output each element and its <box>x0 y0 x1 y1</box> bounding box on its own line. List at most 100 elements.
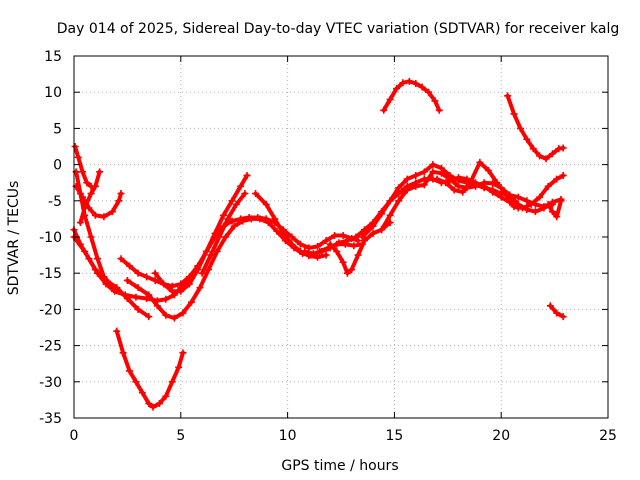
series-trace <box>435 160 566 211</box>
data-point <box>305 244 313 252</box>
data-point <box>418 83 426 91</box>
data-point <box>322 251 330 259</box>
data-point <box>228 217 236 225</box>
data-point <box>523 197 531 205</box>
data-point <box>237 215 245 223</box>
data-point <box>241 190 249 198</box>
data-point <box>369 222 377 230</box>
y-axis-label: SDTVAR / TECUs <box>6 181 22 296</box>
data-point <box>531 208 539 216</box>
data-point <box>81 204 89 212</box>
series-arc-15 <box>358 161 556 241</box>
data-point <box>352 233 360 241</box>
data-point <box>548 150 556 158</box>
data-point <box>179 309 187 317</box>
data-point <box>405 77 413 85</box>
data-point <box>386 211 394 219</box>
y-tick-label: 5 <box>53 121 62 137</box>
series-arc-17 <box>433 158 567 212</box>
data-point <box>369 229 377 237</box>
data-point <box>510 203 518 211</box>
data-point <box>339 232 347 240</box>
data-point <box>378 226 386 234</box>
data-point <box>177 287 185 295</box>
data-point <box>113 327 121 335</box>
data-point <box>198 269 206 277</box>
data-point <box>548 198 556 206</box>
series-arc-18 <box>380 77 443 114</box>
data-point <box>343 269 351 277</box>
y-tick-label: -25 <box>39 339 62 355</box>
data-point <box>350 242 358 250</box>
x-tick-label: 20 <box>492 428 510 444</box>
series-trace <box>505 93 566 161</box>
data-point <box>91 182 99 190</box>
data-point <box>237 182 245 190</box>
data-point <box>442 179 450 187</box>
data-point <box>343 237 351 245</box>
data-point <box>433 175 441 183</box>
data-point <box>113 284 121 292</box>
series-trace <box>381 79 442 113</box>
data-point <box>96 168 104 176</box>
data-point <box>489 186 497 194</box>
data-point <box>493 179 501 187</box>
data-point <box>437 169 445 177</box>
series-trace <box>118 173 250 289</box>
data-point <box>420 181 428 189</box>
data-point <box>119 349 127 357</box>
data-point <box>412 171 420 179</box>
data-point <box>207 251 215 259</box>
series-trace <box>125 216 365 321</box>
data-point <box>288 240 296 248</box>
data-point <box>91 211 99 219</box>
data-point <box>126 367 134 375</box>
data-point <box>100 273 108 281</box>
data-point <box>546 302 554 310</box>
data-point <box>76 219 84 227</box>
data-point <box>399 79 407 87</box>
data-point <box>202 247 210 255</box>
data-point <box>529 145 537 153</box>
data-point <box>123 276 131 284</box>
data-point <box>194 266 202 274</box>
data-point <box>318 247 326 255</box>
data-point <box>79 168 87 176</box>
data-point <box>91 266 99 274</box>
series-trace <box>200 191 247 276</box>
data-point <box>536 152 544 160</box>
data-point <box>81 247 89 255</box>
data-point <box>536 193 544 201</box>
data-point <box>395 197 403 205</box>
data-point <box>412 182 420 190</box>
data-point <box>553 175 561 183</box>
data-point <box>224 215 232 223</box>
data-point <box>553 309 561 317</box>
data-point <box>557 197 565 205</box>
series-arc-4 <box>70 233 153 321</box>
data-point <box>429 168 437 176</box>
data-point <box>480 179 488 187</box>
data-point <box>252 190 260 198</box>
data-point <box>504 92 512 100</box>
data-point <box>331 232 339 240</box>
series-arc-11 <box>252 190 330 261</box>
data-point <box>155 400 163 408</box>
data-point <box>145 313 153 321</box>
data-point <box>386 197 394 205</box>
data-point <box>87 233 95 241</box>
data-point <box>309 250 317 258</box>
data-point <box>435 106 443 114</box>
data-point <box>145 291 153 299</box>
data-point <box>134 284 142 292</box>
data-point <box>542 155 550 163</box>
data-point <box>527 200 535 208</box>
data-point <box>170 314 178 322</box>
data-point <box>429 161 437 169</box>
data-point <box>288 233 296 241</box>
data-point <box>179 349 187 357</box>
series-arc-5 <box>72 168 121 292</box>
data-point <box>380 106 388 114</box>
data-point <box>393 85 401 93</box>
